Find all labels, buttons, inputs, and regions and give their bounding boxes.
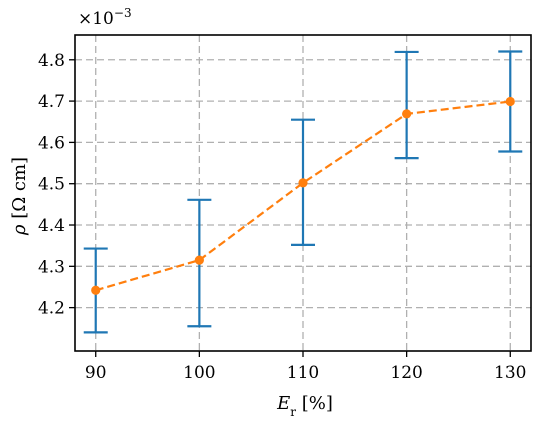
x-tick-label: 130 [494, 363, 526, 383]
y-tick-label: 4.6 [38, 133, 65, 153]
y-tick-label: 4.2 [38, 299, 65, 319]
y-offset-text: ×10−3 [78, 6, 132, 29]
series-line [95, 100, 511, 292]
y-tick-label: 4.8 [38, 51, 65, 71]
y-tick-label: 4.3 [38, 257, 65, 277]
y-axis-label: ρ [Ω cm] [9, 157, 30, 236]
y-tick-label: 4.4 [38, 216, 65, 236]
data-point [402, 109, 412, 119]
plot-frame [74, 34, 532, 352]
y-axis-ticks: 4.2 4.3 4.4 4.5 4.6 4.7 4.8 [38, 51, 75, 319]
x-tick-label: 100 [183, 363, 215, 383]
data-point [194, 255, 204, 265]
y-tick-label: 4.5 [38, 175, 65, 195]
data-point [505, 96, 515, 107]
x-tick-label: 110 [287, 363, 319, 383]
x-axis-ticks: 90 100 110 120 130 [85, 351, 526, 383]
error-bar [394, 50, 419, 160]
data-point [91, 285, 101, 295]
x-axis-label: Er [%] [276, 393, 333, 419]
data-point [298, 178, 308, 188]
data-points [91, 96, 515, 295]
y-tick-label: 4.7 [38, 92, 65, 112]
x-tick-label: 90 [85, 363, 107, 383]
x-tick-label: 120 [390, 363, 422, 383]
